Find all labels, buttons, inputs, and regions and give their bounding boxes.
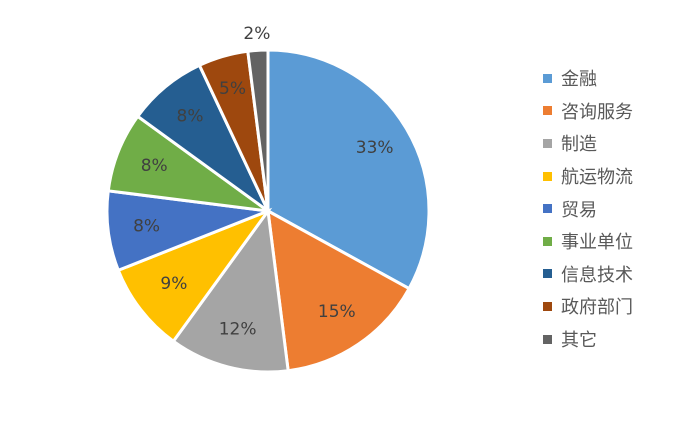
legend-item-0: 金融	[543, 62, 633, 95]
legend-item-1: 咨询服务	[543, 95, 633, 128]
pie-slice-1	[266, 208, 412, 373]
pie-slice-0	[266, 48, 431, 291]
legend-label-4: 贸易	[561, 199, 597, 221]
legend-swatch-4	[543, 204, 552, 214]
legend-swatch-7	[543, 301, 552, 311]
pie-slice-3	[116, 207, 273, 344]
legend-label-0: 金融	[561, 69, 597, 91]
legend-swatch-5	[543, 236, 552, 246]
legend-swatch-2	[543, 138, 552, 148]
legend-item-8: 其它	[543, 323, 633, 356]
legend-item-5: 事业单位	[543, 225, 633, 258]
data-label-3: 9%	[160, 274, 187, 294]
legend-label-5: 事业单位	[561, 232, 633, 254]
data-label-6: 8%	[177, 107, 204, 127]
legend-swatch-6	[543, 269, 552, 279]
legend-item-3: 航运物流	[543, 160, 633, 193]
data-label-4: 8%	[133, 216, 160, 236]
legend-item-6: 信息技术	[543, 258, 633, 291]
data-label-0: 33%	[356, 138, 394, 158]
legend: 金融咨询服务制造航运物流贸易事业单位信息技术政府部门其它	[543, 62, 633, 355]
data-label-1: 15%	[318, 302, 356, 322]
legend-item-2: 制造	[543, 127, 633, 160]
legend-swatch-1	[543, 106, 552, 116]
legend-swatch-0	[543, 73, 552, 83]
legend-item-7: 政府部门	[543, 290, 633, 323]
data-label-8: 2%	[243, 24, 270, 44]
data-label-2: 12%	[219, 320, 257, 340]
data-label-7: 5%	[219, 79, 246, 99]
legend-label-1: 咨询服务	[561, 101, 633, 123]
legend-label-8: 其它	[561, 330, 597, 352]
pie-slice-2	[171, 207, 290, 374]
pie-slice-8	[246, 48, 270, 212]
legend-label-3: 航运物流	[561, 167, 633, 189]
legend-label-2: 制造	[561, 134, 597, 156]
legend-label-6: 信息技术	[561, 264, 633, 286]
legend-swatch-3	[543, 171, 552, 181]
legend-item-4: 贸易	[543, 192, 633, 225]
legend-label-7: 政府部门	[561, 297, 633, 319]
data-label-5: 8%	[141, 156, 168, 176]
legend-swatch-8	[543, 334, 552, 344]
